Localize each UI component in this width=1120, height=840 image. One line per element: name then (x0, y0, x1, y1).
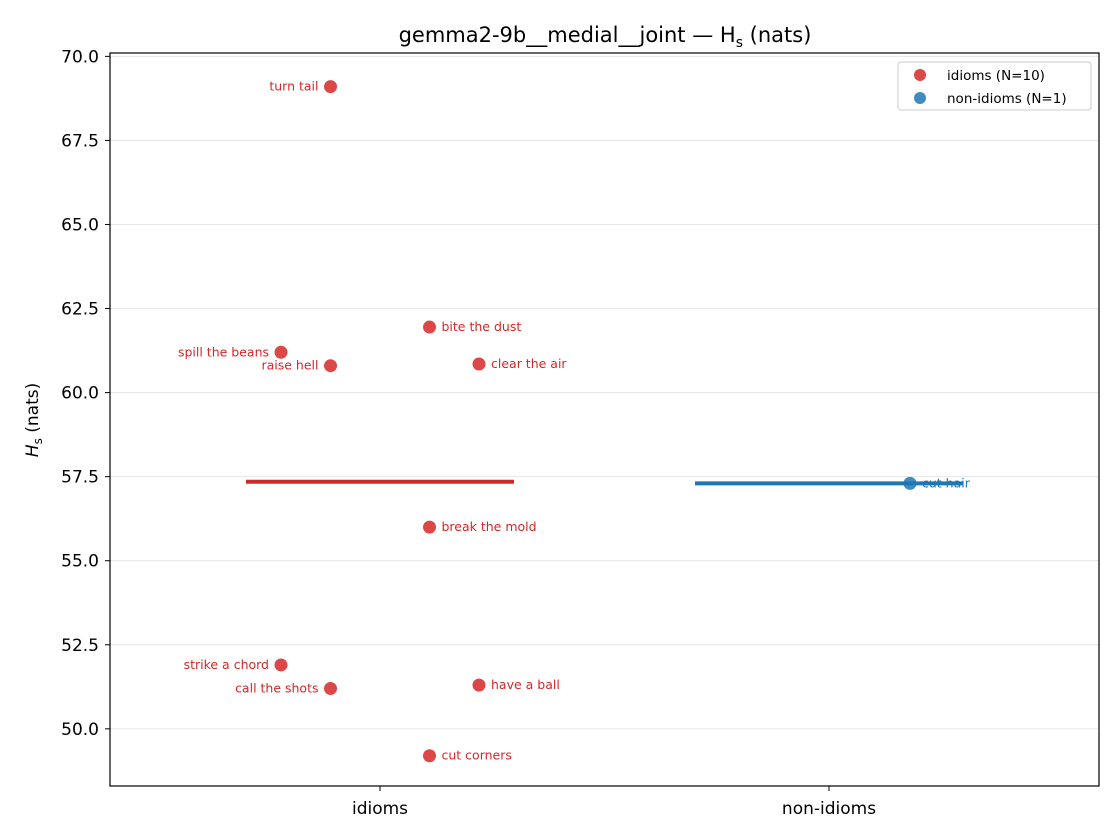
data-point (423, 520, 436, 534)
y-tick-label: 60.0 (61, 384, 99, 404)
point-labels: turn tail bite the dust spill the beans cle… (178, 79, 971, 763)
point-label: call the shots (235, 680, 318, 695)
grid-lines (110, 55, 1099, 730)
chart-title-main: gemma2-9b__medial__joint — H (399, 23, 736, 48)
point-label: turn tail (269, 79, 318, 94)
point-label: have a ball (491, 677, 560, 692)
data-points (274, 80, 917, 763)
y-tick-label: 67.5 (61, 131, 99, 151)
y-axis-label-subscript: s (31, 438, 45, 444)
y-tick-label: 52.5 (61, 636, 99, 656)
legend: idioms (N=10) non-idioms (N=1) (897, 61, 1092, 111)
legend-marker-idioms (914, 69, 926, 81)
data-point (274, 658, 288, 672)
plot-frame (109, 52, 1100, 787)
y-tick-label: 55.0 (61, 552, 99, 572)
legend-box (897, 61, 1092, 111)
data-point (903, 476, 917, 490)
data-point (324, 80, 337, 94)
point-label: bite the dust (442, 319, 522, 334)
y-tick-label: 62.5 (61, 300, 99, 320)
point-label: clear the air (491, 356, 567, 371)
chart-title-suffix: (nats) (743, 23, 811, 47)
point-label: cut corners (442, 748, 512, 763)
y-axis: 50.0 52.5 55.0 57.5 60.0 62.5 65.0 67.5 70.0 (61, 47, 110, 740)
point-label: cut hair (922, 475, 971, 490)
y-tick-label: 65.0 (61, 215, 99, 235)
y-tick-label: 50.0 (61, 720, 99, 740)
y-axis-label: Hs (nats) (23, 383, 45, 457)
data-point (423, 320, 436, 334)
x-axis: idioms non-idioms (352, 786, 876, 819)
data-point (274, 345, 288, 359)
point-label: raise hell (261, 358, 318, 373)
y-axis-label-suffix: (nats) (23, 383, 43, 438)
data-point (472, 678, 486, 692)
data-point (324, 681, 337, 695)
legend-label-idioms: idioms (N=10) (947, 68, 1045, 84)
legend-label-non-idioms: non-idioms (N=1) (947, 91, 1067, 107)
point-label: strike a chord (184, 657, 269, 672)
y-axis-label-main: H (23, 444, 43, 457)
mean-lines (246, 479, 963, 486)
data-point (472, 357, 486, 371)
point-label: break the mold (442, 519, 537, 534)
legend-marker-non-idioms (914, 92, 926, 104)
x-tick-label: non-idioms (782, 799, 876, 819)
y-tick-label: 70.0 (61, 47, 99, 67)
x-tick-label: idioms (352, 799, 408, 819)
chart-title: gemma2-9b__medial__joint — Hs (nats) (399, 23, 812, 51)
chart-title-subscript: s (736, 35, 743, 51)
point-label: spill the beans (178, 344, 269, 359)
data-point (324, 359, 337, 373)
y-tick-label: 57.5 (61, 468, 99, 488)
data-point (423, 749, 436, 763)
